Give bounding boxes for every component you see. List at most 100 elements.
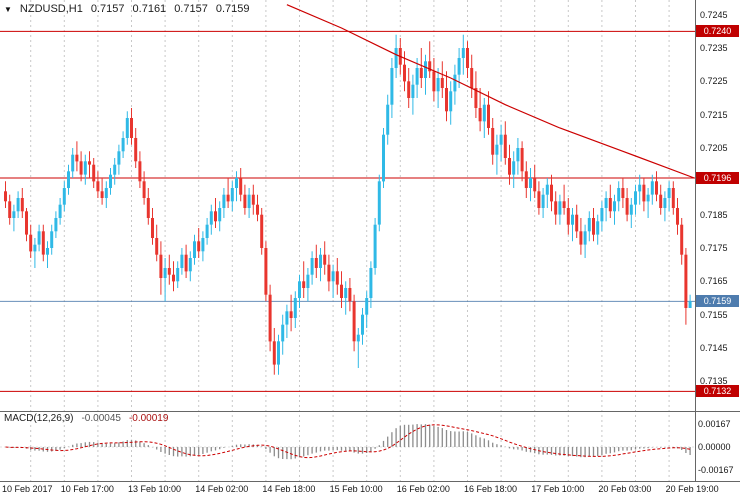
candle-body [407,81,411,98]
candle-body [487,104,490,128]
candle-body [247,194,251,208]
symbol-timeframe-label: NZDUSD,H1 [19,3,83,15]
candle-body [524,171,528,188]
price-tick-label: 0.7245 [700,9,728,20]
candle-body [373,224,377,268]
candle-body [508,158,511,175]
candle-body [474,88,478,108]
candle-body [587,218,591,232]
candle-body [344,288,348,298]
candle-body [545,184,549,195]
candle-body [449,91,453,112]
candle-body [533,178,537,192]
candle-body [230,188,234,202]
candle-body [251,194,255,205]
candle-body [16,198,20,212]
candle-body [109,174,112,188]
grid-lines [30,0,670,481]
candle-body [130,118,133,138]
candle-body [495,144,499,155]
candle-body [482,104,486,122]
candle-body [629,204,633,215]
candle-body [340,284,343,298]
ohlc-close: 0.7159 [215,3,250,15]
candle-body [575,214,579,232]
candle-body [214,211,217,222]
time-label: 10 Feb 17:00 [60,484,114,494]
candle-body [260,214,264,248]
candle-body [608,198,612,212]
candle-body [205,224,209,238]
candle-body [117,151,121,165]
candle-body [562,201,566,208]
candle-body [592,218,595,235]
candle-body [268,294,272,342]
candle-body [478,108,482,122]
candle-body [554,201,558,215]
time-label: 14 Feb 18:00 [262,484,316,494]
candle-body [256,204,259,215]
candle-body [348,288,352,302]
candle-body [613,201,616,212]
candle-body [121,138,125,152]
candle-body [243,194,247,208]
candle-body [491,128,495,155]
macd-tick-label: 0.00167 [698,419,731,429]
candle-body [453,74,457,92]
candle-body [327,264,331,282]
candle-body [184,254,188,272]
candle-body [394,48,398,68]
candle-body [46,248,49,255]
candle-body [461,48,465,58]
horizontal-level-lines[interactable] [0,30,695,392]
candle-body [272,341,276,365]
time-label: 14 Feb 02:00 [195,484,249,494]
candle-body [54,218,58,232]
pane-separators [0,0,740,482]
ohlc-open: 0.7157 [90,3,125,15]
candle-body [411,84,415,98]
chart-header: ▼ NZDUSD,H1 0.7157 0.7161 0.7157 0.7159 [4,3,250,15]
candle-body [155,238,159,255]
candle-body [604,198,608,208]
candles [4,34,692,375]
symbol-dropdown-icon[interactable]: ▼ [4,4,12,14]
candle-body [100,191,104,198]
candle-body [516,148,520,162]
time-label: 16 Feb 18:00 [464,484,518,494]
candle-body [92,164,96,182]
candle-body [235,178,238,188]
candle-body [625,198,629,215]
candle-body [688,301,692,308]
candle-body [356,334,360,342]
candle-body [680,224,684,255]
candle-body [466,48,469,68]
candle-body [293,298,297,318]
candle-body [663,198,667,208]
candle-body [306,274,310,288]
macd-histogram [9,424,691,460]
macd-signal-line [5,424,691,459]
price-tick-label: 0.7205 [700,143,728,153]
candle-body [180,254,184,268]
candle-body [79,161,83,175]
price-tick-label: 0.7155 [700,309,728,320]
candle-body [671,188,675,208]
candle-body [537,191,541,208]
candle-body [440,78,444,88]
candle-body [659,194,663,208]
descending-trendline[interactable] [286,4,695,179]
candle-body [163,268,167,278]
candle-body [289,311,293,318]
price-level-badge: 0.7240 [696,25,739,38]
candle-body [29,234,33,252]
candle-body [583,231,587,245]
candle-body [33,244,37,252]
candle-body [239,178,243,195]
candle-body [579,231,583,245]
candle-body [188,258,192,272]
price-level-badge: 0.7132 [696,385,739,398]
candle-body [361,314,364,335]
